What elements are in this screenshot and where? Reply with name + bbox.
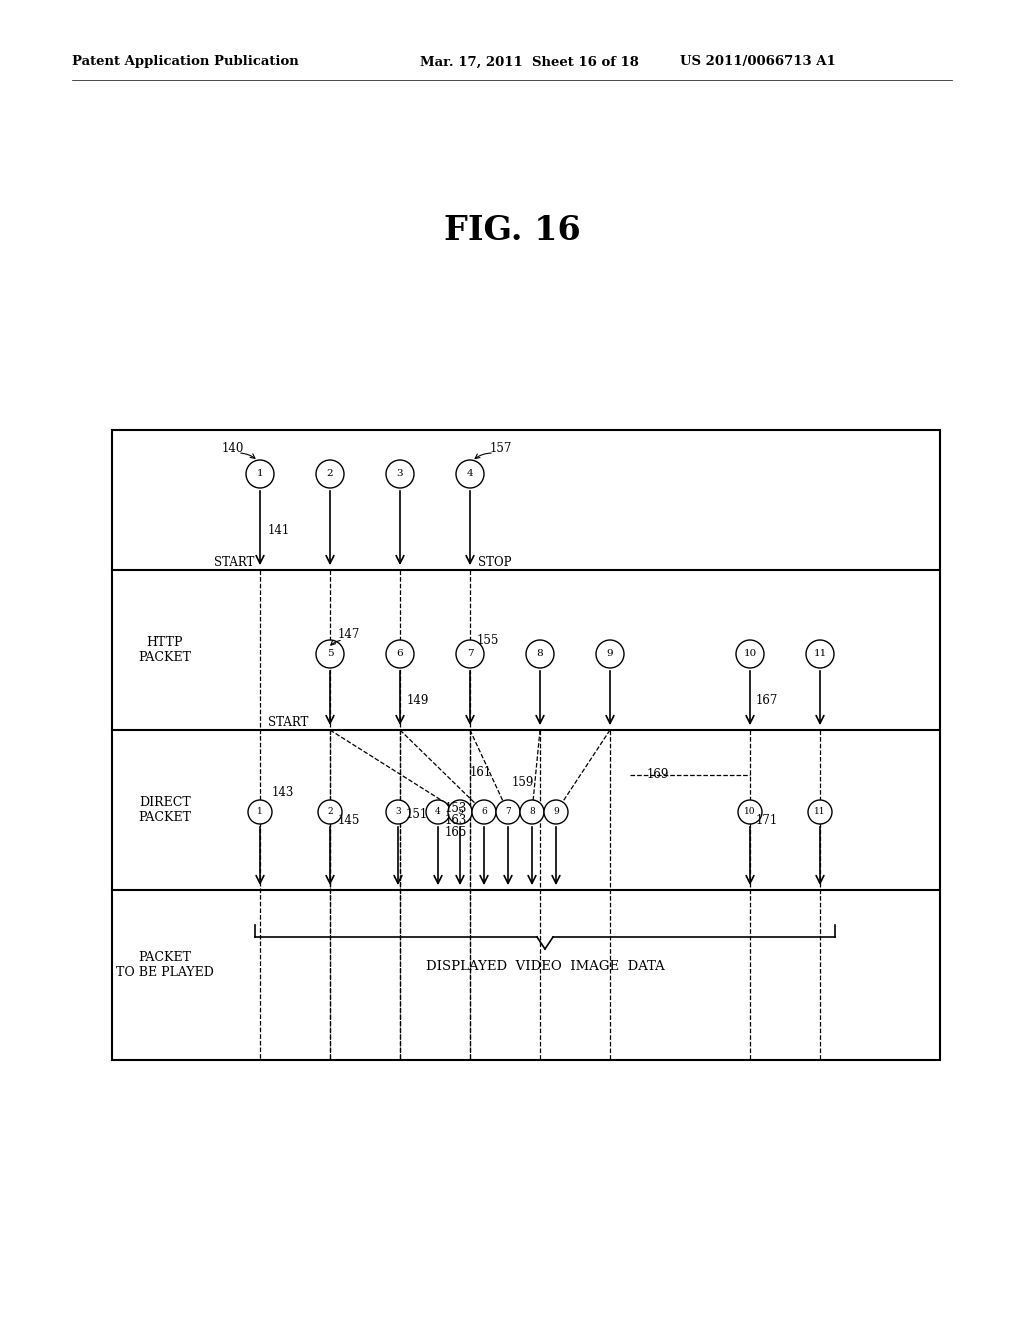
Text: 2: 2 [328,808,333,817]
Text: Patent Application Publication: Patent Application Publication [72,55,299,69]
Circle shape [246,459,274,488]
Circle shape [386,459,414,488]
Text: 8: 8 [529,808,535,817]
Text: 7: 7 [505,808,511,817]
Text: 6: 6 [481,808,486,817]
Text: 153: 153 [445,801,467,814]
Circle shape [738,800,762,824]
Text: 163: 163 [445,813,467,826]
Text: 11: 11 [814,808,825,817]
Circle shape [808,800,831,824]
Text: FIG. 16: FIG. 16 [443,214,581,247]
Circle shape [248,800,272,824]
Text: START: START [268,717,308,730]
Text: US 2011/0066713 A1: US 2011/0066713 A1 [680,55,836,69]
Text: 1: 1 [257,808,263,817]
Text: 8: 8 [537,649,544,659]
Text: 4: 4 [435,808,441,817]
Text: 171: 171 [756,813,778,826]
Circle shape [426,800,450,824]
Circle shape [386,800,410,824]
Text: 7: 7 [467,649,473,659]
Circle shape [736,640,764,668]
Text: 167: 167 [756,693,778,706]
Text: START: START [214,557,254,569]
Text: 4: 4 [467,470,473,479]
Text: 1: 1 [257,470,263,479]
Text: PACKET
TO BE PLAYED: PACKET TO BE PLAYED [116,950,214,979]
Text: 147: 147 [338,628,360,642]
Circle shape [496,800,520,824]
Circle shape [386,640,414,668]
Text: 159: 159 [512,776,535,789]
Circle shape [544,800,568,824]
Text: 3: 3 [395,808,400,817]
Text: 140: 140 [222,441,245,454]
Circle shape [520,800,544,824]
Text: 10: 10 [743,649,757,659]
Text: HTTP
PACKET: HTTP PACKET [138,636,191,664]
Text: 145: 145 [338,813,360,826]
Circle shape [316,459,344,488]
Text: 9: 9 [606,649,613,659]
Circle shape [456,459,484,488]
Text: 3: 3 [396,470,403,479]
Text: 11: 11 [813,649,826,659]
Circle shape [526,640,554,668]
Text: STOP: STOP [478,557,512,569]
Circle shape [456,640,484,668]
Text: 2: 2 [327,470,334,479]
Text: 151: 151 [406,808,428,821]
Text: 5: 5 [457,808,463,817]
Circle shape [449,800,472,824]
Bar [112,430,940,1060]
Text: 161: 161 [470,767,493,780]
Text: 5: 5 [327,649,334,659]
Text: DIRECT
PACKET: DIRECT PACKET [138,796,191,824]
Text: 10: 10 [744,808,756,817]
Text: 165: 165 [445,825,467,838]
Text: Mar. 17, 2011  Sheet 16 of 18: Mar. 17, 2011 Sheet 16 of 18 [420,55,639,69]
Circle shape [318,800,342,824]
Text: 157: 157 [490,441,512,454]
Circle shape [316,640,344,668]
Text: 143: 143 [272,787,294,800]
Text: 6: 6 [396,649,403,659]
Text: 155: 155 [477,634,500,647]
Circle shape [472,800,496,824]
Text: 9: 9 [553,808,559,817]
Circle shape [806,640,834,668]
Circle shape [596,640,624,668]
Text: 141: 141 [268,524,290,536]
Text: DISPLAYED  VIDEO  IMAGE  DATA: DISPLAYED VIDEO IMAGE DATA [426,961,665,974]
Text: 149: 149 [407,693,429,706]
Text: 169: 169 [647,768,670,781]
